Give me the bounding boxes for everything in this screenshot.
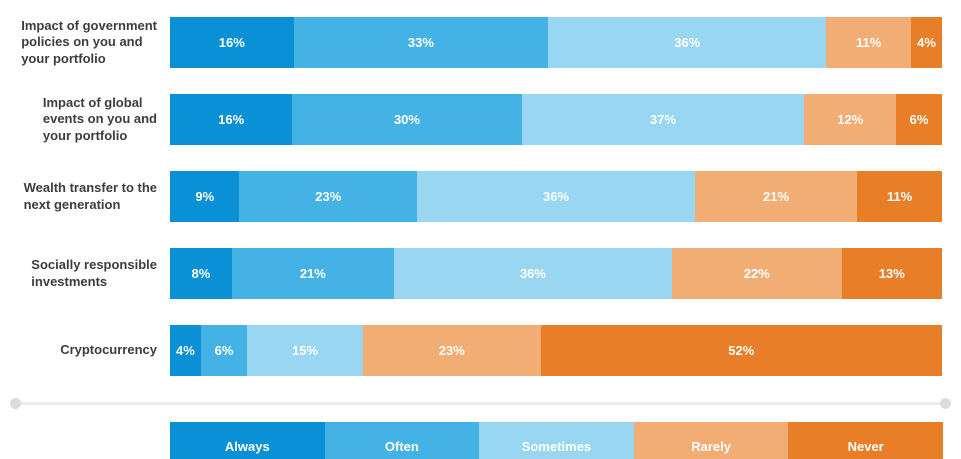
segment-value-label: 11% — [886, 189, 913, 204]
segment-value-label: 9% — [195, 189, 215, 204]
category-label: Cryptocurrency — [60, 342, 157, 358]
segment-value-label: 30% — [393, 112, 420, 127]
bar-segment-always: 9% — [170, 171, 240, 222]
stacked-bar: 9% 23% 36% 21% 11% — [170, 171, 943, 222]
chart-rows: Impact of government policies on you and… — [0, 17, 961, 376]
segment-value-label: 33% — [407, 35, 434, 50]
bar-segment-sometimes: 15% — [247, 325, 363, 376]
segment-value-label: 23% — [438, 343, 465, 358]
stacked-bar: 4% 6% 15% 23% 52% — [170, 325, 942, 376]
segment-value-label: 6% — [214, 343, 234, 358]
bar-segment-rarely: 22% — [671, 248, 842, 299]
segment-value-label: 52% — [728, 343, 755, 358]
segment-value-label: 22% — [743, 266, 770, 281]
legend-label: Rarely — [691, 438, 731, 454]
bar-segment-often: 23% — [239, 171, 418, 222]
legend-item-often: Often — [324, 422, 480, 459]
segment-value-label: 36% — [542, 189, 570, 204]
category-label-cell: Wealth transfer to the next generation — [0, 171, 170, 222]
legend-item-never: Never — [788, 422, 943, 459]
segment-value-label: 13% — [878, 266, 905, 281]
segment-value-label: 16% — [218, 35, 245, 50]
divider-dot-left — [10, 398, 21, 409]
category-label: Impact of government policies on you and… — [21, 17, 157, 66]
legend-label: Never — [847, 438, 884, 454]
segment-value-label: 16% — [218, 112, 245, 127]
segment-value-label: 36% — [519, 266, 546, 281]
bar-segment-rarely: 11% — [826, 17, 912, 68]
bar-row: Cryptocurrency 4% 6% 15% 23% 52% — [0, 325, 961, 376]
segment-value-label: 8% — [191, 266, 211, 281]
legend: Always Often Sometimes Rarely Never — [170, 422, 943, 459]
bar-segment-never: 52% — [540, 325, 942, 376]
stacked-bar: 8% 21% 36% 22% 13% — [170, 248, 943, 299]
category-label: Wealth transfer to the next generation — [23, 180, 157, 212]
stacked-bar: 16% 30% 37% 12% 6% — [170, 94, 942, 145]
legend-label: Always — [224, 438, 270, 454]
divider-dot-right — [940, 398, 951, 409]
segment-value-label: 21% — [763, 189, 790, 204]
segment-value-label: 37% — [650, 112, 677, 127]
bar-row: Socially responsible investments 8% 21% 36%… — [0, 248, 961, 299]
bar-segment-never: 13% — [841, 248, 943, 299]
bar-segment-always: 16% — [170, 17, 294, 68]
category-label-cell: Impact of government policies on you and… — [0, 17, 170, 68]
bar-row: Impact of government policies on you and… — [0, 17, 961, 68]
category-label: Impact of global events on you and your … — [42, 94, 157, 143]
legend-item-sometimes: Sometimes — [479, 422, 634, 459]
bar-segment-rarely: 23% — [362, 325, 541, 376]
legend-label: Sometimes — [521, 438, 592, 454]
legend-item-always: Always — [170, 422, 325, 459]
bar-segment-often: 6% — [200, 325, 248, 376]
bar-segment-often: 30% — [292, 94, 522, 145]
bar-segment-often: 33% — [293, 17, 549, 68]
bar-segment-never: 4% — [911, 17, 942, 68]
bar-segment-always: 8% — [170, 248, 232, 299]
category-label-cell: Impact of global events on you and your … — [0, 94, 170, 145]
segment-value-label: 15% — [292, 343, 319, 358]
segment-value-label: 12% — [837, 112, 864, 127]
segment-value-label: 4% — [176, 343, 195, 358]
category-label-cell: Cryptocurrency — [0, 325, 170, 376]
stacked-bar: 16% 33% 36% 11% 4% — [170, 17, 942, 68]
bar-segment-rarely: 12% — [804, 94, 897, 145]
bar-segment-always: 4% — [170, 325, 201, 376]
bar-segment-always: 16% — [170, 94, 293, 145]
segment-value-label: 23% — [315, 189, 342, 204]
segment-value-label: 36% — [674, 35, 701, 50]
legend-item-rarely: Rarely — [633, 422, 789, 459]
bar-segment-rarely: 21% — [694, 171, 858, 222]
bar-segment-never: 11% — [857, 171, 943, 222]
segment-value-label: 4% — [917, 35, 936, 50]
bar-segment-often: 21% — [231, 248, 394, 299]
bar-segment-sometimes: 36% — [548, 17, 827, 68]
bar-segment-never: 6% — [896, 94, 942, 145]
bar-row: Impact of global events on you and your … — [0, 94, 961, 145]
category-label-cell: Socially responsible investments — [0, 248, 170, 299]
bar-segment-sometimes: 37% — [521, 94, 805, 145]
bar-segment-sometimes: 36% — [393, 248, 672, 299]
bar-segment-sometimes: 36% — [417, 171, 695, 222]
divider-line — [10, 398, 951, 409]
segment-value-label: 11% — [856, 35, 882, 50]
category-label: Socially responsible investments — [31, 257, 157, 289]
segment-value-label: 21% — [299, 266, 326, 281]
segment-value-label: 6% — [909, 112, 929, 127]
bar-row: Wealth transfer to the next generation 9%… — [0, 171, 961, 222]
legend-label: Often — [384, 438, 419, 454]
